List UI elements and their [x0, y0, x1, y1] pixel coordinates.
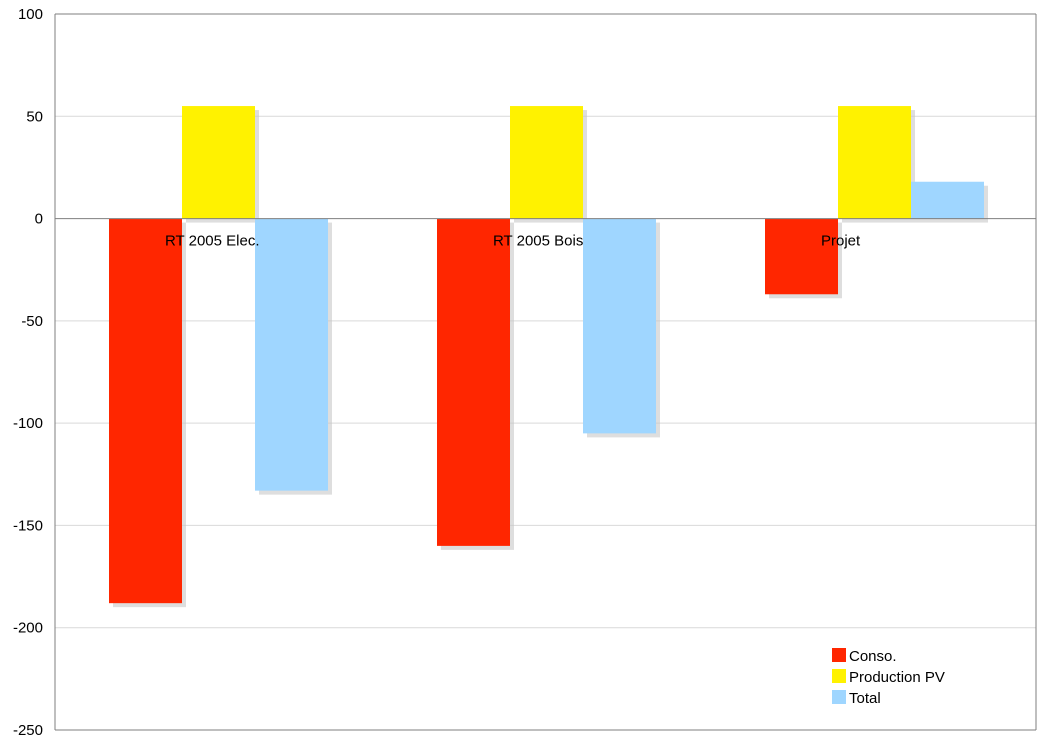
legend-swatch: [832, 690, 846, 704]
bar: [765, 218, 838, 295]
y-tick-label: -50: [21, 313, 43, 330]
bar: [583, 218, 656, 434]
y-tick-label: -100: [13, 415, 43, 432]
category-labels: RT 2005 Elec. RT 2005 Bois Projet: [165, 233, 861, 250]
bar: [838, 106, 911, 219]
y-tick-label: 100: [18, 6, 43, 23]
bar: [255, 218, 328, 491]
category-label: RT 2005 Elec.: [165, 233, 260, 250]
bar: [911, 181, 984, 219]
y-tick-label: -200: [13, 620, 43, 637]
legend-swatch: [832, 669, 846, 683]
category-label: Projet: [821, 233, 861, 250]
legend-label: Conso.: [849, 648, 897, 665]
bar: [182, 106, 255, 219]
bar: [510, 106, 583, 219]
legend: Conso. Production PV Total: [832, 648, 945, 707]
y-tick-labels: 100 50 0 -50 -100 -150 -200 -250: [13, 6, 43, 738]
y-tick-label: -150: [13, 517, 43, 534]
axes: [54, 13, 1037, 731]
y-tick-label: -250: [13, 722, 43, 738]
legend-swatch: [832, 648, 846, 662]
y-tick-label: 0: [35, 211, 43, 228]
bar: [109, 218, 182, 604]
category-label: RT 2005 Bois: [493, 233, 583, 250]
bar: [437, 218, 510, 546]
legend-label: Production PV: [849, 669, 945, 686]
legend-label: Total: [849, 690, 881, 707]
bars: [109, 106, 984, 604]
y-tick-label: 50: [26, 108, 43, 125]
